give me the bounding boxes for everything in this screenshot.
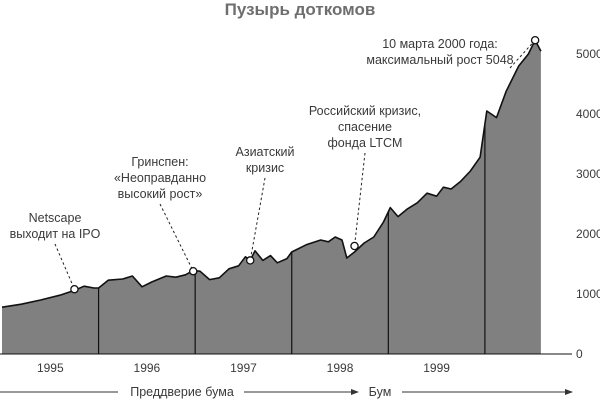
annotation-leader xyxy=(159,203,194,272)
annotations: Netscape выходит на IPO Гринспен: «Неоправд… xyxy=(10,35,540,294)
annotation-leader xyxy=(354,152,366,247)
y-tick-label: 4000 xyxy=(576,107,600,121)
annotation-text: максимальный рост 5048 xyxy=(366,53,513,67)
annotation-leader xyxy=(249,177,266,261)
x-tick-label: 1999 xyxy=(423,361,450,375)
annotation: Netscape выходит на IPO xyxy=(10,211,101,294)
annotation: 10 марта 2000 года: максимальный рост 504… xyxy=(366,35,540,69)
x-tick-label: 1997 xyxy=(230,361,257,375)
annotation-text: Гринспен: xyxy=(131,155,188,169)
axes: 0 1000 2000 3000 4000 5000 1995 1996 1997 1998 199… xyxy=(0,47,600,375)
x-tick-label: 1995 xyxy=(37,361,64,375)
y-tick-label: 0 xyxy=(576,347,583,361)
annotation-leader xyxy=(509,39,536,69)
series-line xyxy=(1,39,542,308)
y-tick-label: 1000 xyxy=(576,287,600,301)
annotation: Азиатский кризис xyxy=(236,145,295,265)
annotation-text: кризис xyxy=(246,161,284,175)
annotation-text: высокий рост» xyxy=(118,187,203,201)
y-tick-label: 5000 xyxy=(576,47,600,61)
area-fill xyxy=(2,40,541,354)
phase-bar: Преддверие бума Бум xyxy=(0,385,573,399)
y-tick-label: 3000 xyxy=(576,167,600,181)
year-dividers xyxy=(97,124,486,354)
annotation-text: 10 марта 2000 года: xyxy=(382,37,498,51)
annotation-text: спасение xyxy=(338,120,392,134)
annotation-text: Российский кризис, xyxy=(309,104,421,118)
annotation-text: выходит на IPO xyxy=(10,227,101,241)
annotation-text: Netscape xyxy=(29,211,82,225)
annotation: Гринспен: «Неоправданно высокий рост» xyxy=(114,155,206,276)
annotation: Российский кризис, спасение фонда LTCM xyxy=(309,104,421,251)
y-tick-label: 2000 xyxy=(576,227,600,241)
annotation-text: «Неоправданно xyxy=(114,171,206,185)
annotation-marker xyxy=(350,241,359,251)
annotation-marker xyxy=(245,256,255,265)
x-tick-label: 1998 xyxy=(327,361,354,375)
annotation-text: Азиатский xyxy=(236,145,295,159)
annotation-marker xyxy=(530,35,540,45)
area-layer xyxy=(1,39,542,354)
annotation-leader xyxy=(54,243,75,290)
phase-label-preboom: Преддверие бума xyxy=(130,385,234,399)
annotation-marker xyxy=(70,284,79,294)
chart-title: Пузырь доткомов xyxy=(225,0,376,19)
annotation-marker xyxy=(188,266,198,276)
x-tick-label: 1996 xyxy=(134,361,161,375)
annotation-text: фонда LTCM xyxy=(328,136,403,150)
phase-label-boom: Бум xyxy=(369,385,392,399)
